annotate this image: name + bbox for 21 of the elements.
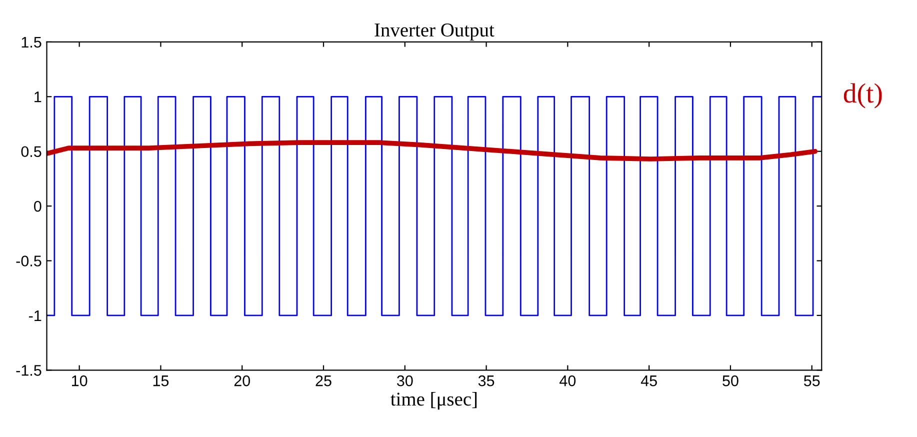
x-tick-label: 55	[804, 376, 820, 386]
x-tick-label: 25	[316, 375, 332, 386]
y-tick-label: 0	[34, 200, 42, 212]
x-tick-label: 35	[478, 375, 494, 386]
y-tick-label: 1	[34, 92, 42, 102]
x-tick-label: 10	[72, 375, 88, 386]
series-label: d(t)	[844, 83, 882, 108]
chart-title: Inverter Output	[374, 24, 494, 41]
x-tick-label: 15	[153, 376, 169, 386]
y-tick-label: -1	[29, 310, 42, 321]
x-tick-label: 30	[396, 375, 413, 386]
x-tick-label: 50	[722, 375, 738, 386]
y-tick-label: -0.5	[16, 256, 42, 266]
y-tick-label: 0.5	[21, 146, 42, 158]
line-series	[46, 140, 818, 162]
x-tick-label: 40	[560, 375, 576, 386]
x-axis-title: time [μsec]	[390, 392, 477, 410]
y-tick-label: 1.5	[22, 36, 42, 48]
x-tick-label: 20	[234, 375, 250, 386]
x-tick-label: 45	[640, 376, 657, 386]
y-tick-label: -1.5	[16, 365, 42, 376]
